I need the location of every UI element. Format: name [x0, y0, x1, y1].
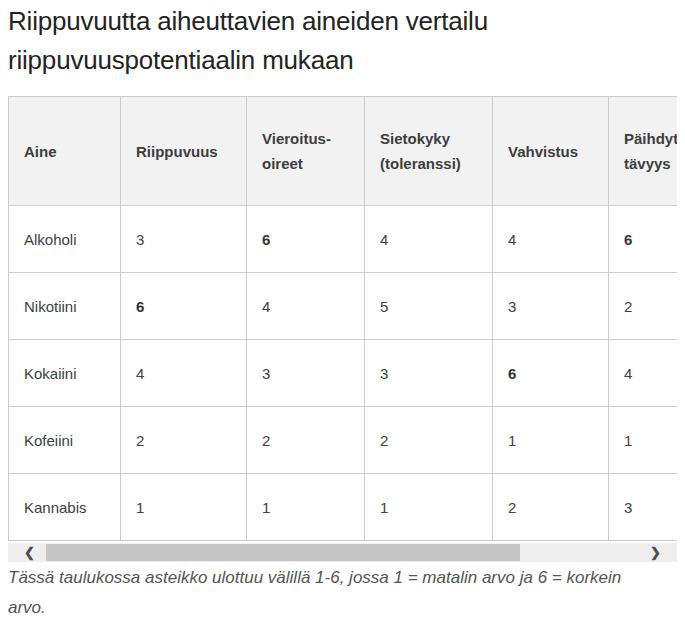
value-cell[interactable]: 6 [609, 206, 678, 273]
substance-cell[interactable]: Kannabis [9, 474, 121, 541]
value-cell[interactable]: 1 [365, 474, 493, 541]
substance-cell[interactable]: Alkoholi [9, 206, 121, 273]
value-cell[interactable]: 6 [247, 206, 365, 273]
column-header[interactable]: Aine [9, 97, 121, 206]
substance-cell[interactable]: Nikotiini [9, 273, 121, 340]
value-cell[interactable]: 4 [609, 340, 678, 407]
table-row: Nikotiini64532 [9, 273, 678, 340]
substance-cell[interactable]: Kofeiini [9, 407, 121, 474]
column-header[interactable]: Päihdyt- tävyys [609, 97, 678, 206]
table-viewport: AineRiippuvuusVieroitus- oireetSietokyky… [8, 96, 677, 541]
table-footnote: Tässä taulukossa asteikko ulottuu välill… [8, 563, 636, 623]
value-cell[interactable]: 1 [609, 407, 678, 474]
value-cell[interactable]: 6 [493, 340, 609, 407]
page: Riippuvuutta aiheuttavien aineiden verta… [0, 0, 685, 630]
value-cell[interactable]: 2 [121, 407, 247, 474]
value-cell[interactable]: 1 [493, 407, 609, 474]
table-row: Alkoholi36446 [9, 206, 678, 273]
scroll-right-icon[interactable]: ❯ [650, 543, 661, 562]
value-cell[interactable]: 3 [247, 340, 365, 407]
value-cell[interactable]: 3 [365, 340, 493, 407]
value-cell[interactable]: 2 [609, 273, 678, 340]
substance-cell[interactable]: Kokaiini [9, 340, 121, 407]
value-cell[interactable]: 3 [609, 474, 678, 541]
table-row: Kannabis11123 [9, 474, 678, 541]
scrollbar-thumb[interactable] [46, 544, 520, 561]
column-header[interactable]: Sietokyky (toleranssi) [365, 97, 493, 206]
scroll-left-icon[interactable]: ❮ [24, 543, 35, 562]
page-title: Riippuvuutta aiheuttavien aineiden verta… [8, 2, 633, 80]
value-cell[interactable]: 4 [247, 273, 365, 340]
value-cell[interactable]: 3 [493, 273, 609, 340]
value-cell[interactable]: 3 [121, 206, 247, 273]
horizontal-scrollbar[interactable]: ❮ ❯ [8, 543, 677, 562]
value-cell[interactable]: 4 [121, 340, 247, 407]
value-cell[interactable]: 2 [247, 407, 365, 474]
value-cell[interactable]: 4 [493, 206, 609, 273]
substances-table: AineRiippuvuusVieroitus- oireetSietokyky… [8, 96, 677, 541]
value-cell[interactable]: 6 [121, 273, 247, 340]
table-row: Kokaiini43364 [9, 340, 678, 407]
value-cell[interactable]: 4 [365, 206, 493, 273]
header-row: AineRiippuvuusVieroitus- oireetSietokyky… [9, 97, 678, 206]
table-row: Kofeiini22211 [9, 407, 678, 474]
value-cell[interactable]: 2 [493, 474, 609, 541]
value-cell[interactable]: 5 [365, 273, 493, 340]
value-cell[interactable]: 2 [365, 407, 493, 474]
value-cell[interactable]: 1 [247, 474, 365, 541]
column-header[interactable]: Vahvistus [493, 97, 609, 206]
value-cell[interactable]: 1 [121, 474, 247, 541]
column-header[interactable]: Vieroitus- oireet [247, 97, 365, 206]
column-header[interactable]: Riippuvuus [121, 97, 247, 206]
